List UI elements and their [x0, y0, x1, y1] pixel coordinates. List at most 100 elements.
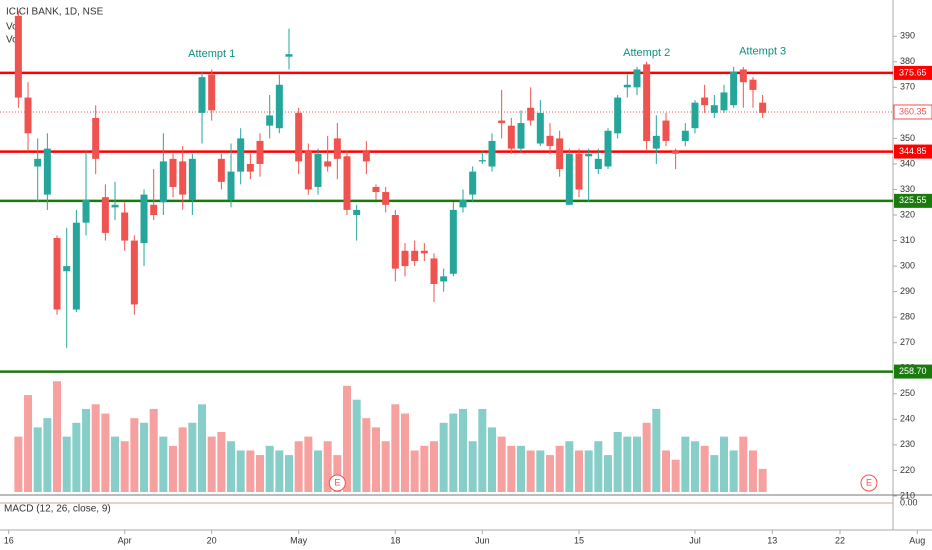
candle-body — [401, 250, 409, 267]
candle-body — [130, 240, 138, 305]
candle-body — [72, 222, 80, 310]
y-tick-label: 290 — [900, 286, 915, 296]
volume-bar — [710, 455, 719, 492]
candle-body — [633, 69, 641, 88]
volume-bar — [120, 441, 129, 492]
y-tick-label: 250 — [900, 388, 915, 398]
last-price-label: 360.35 — [899, 106, 927, 116]
volume-bar — [603, 455, 612, 492]
candle-body — [43, 148, 51, 195]
candle-body — [14, 15, 22, 98]
candle-body — [701, 97, 709, 106]
candle-body — [469, 171, 477, 195]
candle-body — [430, 258, 438, 284]
volume-bar — [594, 441, 603, 492]
candle-body — [585, 153, 593, 157]
volume-bar — [497, 436, 506, 492]
candle-body — [710, 105, 718, 113]
volume-bar — [246, 450, 255, 492]
candle-body — [643, 64, 651, 141]
volume-bar — [53, 381, 62, 492]
x-tick-label: Jul — [689, 535, 701, 545]
volume-bar — [623, 436, 632, 492]
candle-body — [333, 138, 341, 159]
volume-bar — [91, 404, 100, 492]
volume-bar — [700, 445, 709, 492]
volume-bar — [681, 436, 690, 492]
candle-body — [237, 138, 245, 172]
volume-bar — [275, 450, 284, 492]
candle-body — [759, 102, 767, 113]
volume-bar — [140, 422, 149, 492]
level-tag — [894, 65, 932, 80]
candle-body — [720, 92, 728, 111]
x-tick-label: 20 — [207, 535, 217, 545]
y-tick-label: 330 — [900, 184, 915, 194]
volume-bar — [256, 455, 265, 492]
candle-body — [362, 151, 370, 162]
volume-bar — [188, 422, 197, 492]
candle-body — [227, 171, 235, 200]
y-tick-label: 280 — [900, 312, 915, 322]
volume-bar — [304, 436, 313, 492]
x-tick-label: May — [290, 535, 308, 545]
volume-bar — [729, 450, 738, 492]
candle-body — [92, 117, 100, 159]
x-tick-label: Aug — [909, 535, 925, 545]
candle-body — [536, 112, 544, 144]
candle-body — [672, 151, 680, 154]
candle-body — [304, 151, 312, 190]
y-tick-label: 320 — [900, 209, 915, 219]
candle-body — [681, 130, 689, 141]
y-tick-label: 230 — [900, 439, 915, 449]
y-tick-label: 310 — [900, 235, 915, 245]
volume-bar — [719, 436, 728, 492]
candle-body — [517, 123, 525, 149]
candle-body — [614, 97, 622, 134]
level-tag — [894, 364, 932, 379]
y-tick-label: 240 — [900, 414, 915, 424]
volume-bar — [459, 408, 467, 492]
candle-body — [24, 97, 32, 134]
volume-bar — [265, 445, 274, 492]
candle-body — [217, 158, 225, 182]
candle-body — [324, 161, 332, 167]
symbol-title: ICICI BANK, 1D, NSE — [6, 7, 104, 18]
candle-body — [150, 204, 158, 216]
volume-bar — [362, 418, 371, 492]
volume-bar — [632, 436, 641, 492]
volume-bar — [739, 436, 748, 492]
volume-bar — [690, 441, 699, 492]
annotation: Attempt 1 — [188, 48, 235, 60]
volume-bar — [545, 455, 554, 492]
event-label: E — [866, 477, 872, 487]
volume-bar — [381, 441, 390, 492]
candle-body — [188, 158, 196, 200]
candle-body — [459, 199, 467, 208]
level-tag — [894, 193, 932, 208]
volume-bar — [758, 468, 767, 492]
candle-body — [739, 69, 747, 83]
last-price-tag — [893, 104, 932, 120]
volume-bar — [314, 450, 323, 492]
volume-bar — [449, 413, 458, 492]
candle-body — [594, 158, 602, 170]
y-tick-label: 270 — [900, 337, 915, 347]
candle-body — [575, 153, 583, 190]
candle-body — [353, 209, 361, 216]
candle-body — [343, 156, 351, 210]
event-marker — [328, 474, 346, 492]
volume-label: Vol — [6, 22, 20, 33]
candle-body — [623, 84, 631, 88]
candle-body — [121, 212, 129, 241]
candle-body — [285, 54, 293, 57]
annotation: Attempt 3 — [739, 45, 786, 57]
candle-body — [449, 209, 457, 274]
y-tick-label: 380 — [900, 56, 915, 66]
candle-body — [507, 125, 515, 149]
candle-body — [34, 158, 42, 167]
candle-body — [256, 140, 264, 164]
volume-bar — [207, 436, 216, 492]
y-tick-label: 210 — [900, 490, 915, 500]
candle-body — [314, 153, 322, 187]
